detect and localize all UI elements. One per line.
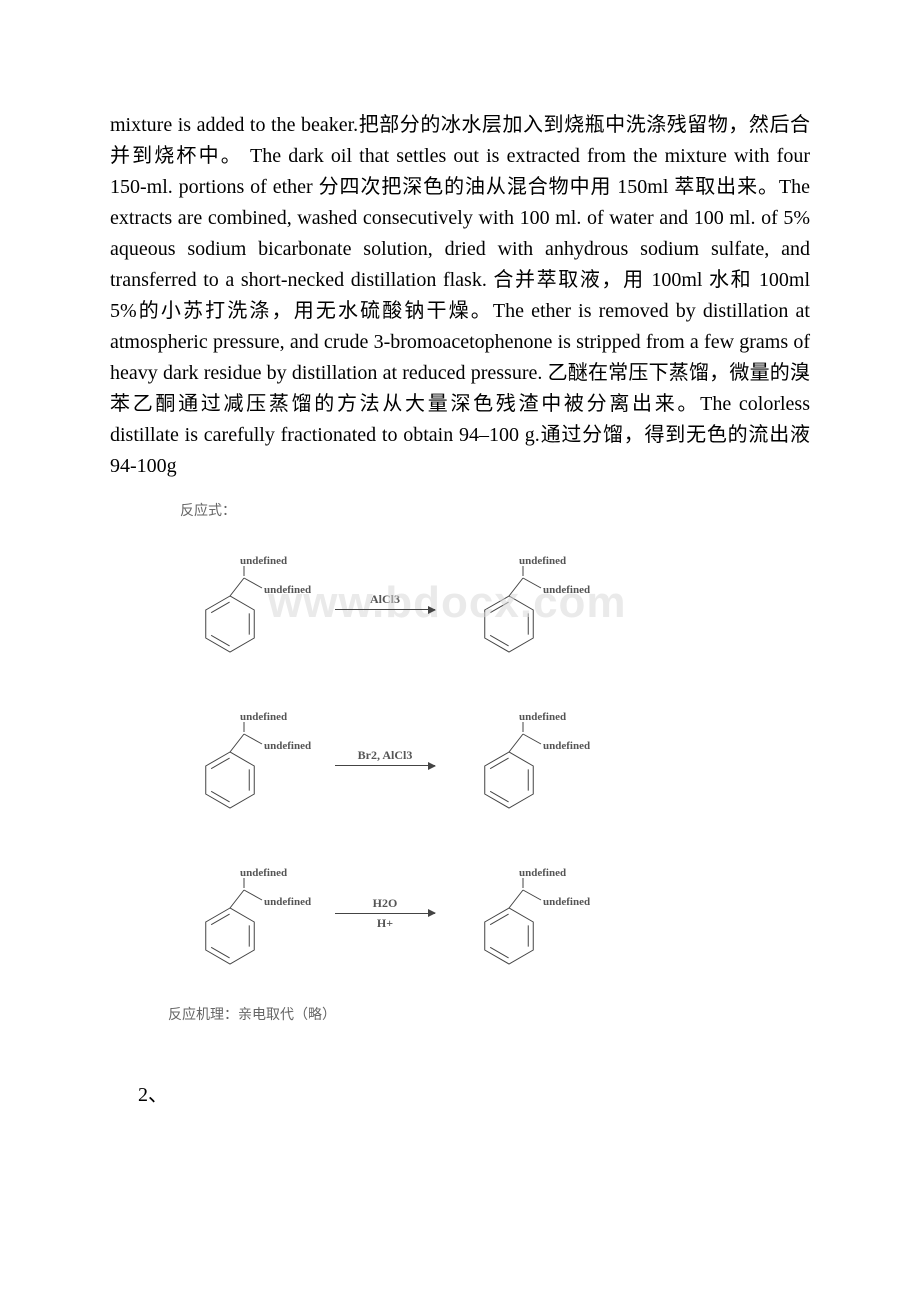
svg-text:undefined: undefined (543, 584, 590, 596)
svg-text:undefined: undefined (240, 555, 287, 567)
reaction-scheme: 反应式： www.bdocx.com undefinedundefined Al… (168, 500, 678, 978)
arrow-line-icon (335, 609, 435, 610)
arrow-top-label: AlCl3 (370, 592, 400, 607)
svg-text:undefined: undefined (519, 867, 566, 879)
arrow-line-icon (335, 765, 435, 766)
reaction-arrow: Br2, AlCl3 (335, 748, 435, 766)
procedure-paragraph: mixture is added to the beaker.把部分的冰水层加入… (110, 110, 810, 482)
svg-text:undefined: undefined (240, 867, 287, 879)
reaction-row: undefined undefined Br2, AlCl3 undefined u… (168, 692, 678, 822)
mechanism-note: 反应机理：亲电取代（略） (168, 1004, 810, 1024)
reaction-rows: undefinedundefined AlCl3 undefinedundefi… (168, 536, 678, 978)
arrow-line-icon (335, 913, 435, 914)
svg-text:undefined: undefined (543, 896, 590, 908)
svg-text:undefined: undefined (240, 711, 287, 723)
svg-text:undefined: undefined (264, 896, 311, 908)
item-number-2: 2、 (138, 1078, 810, 1107)
scheme-title: 反应式： (180, 500, 678, 520)
svg-text:undefined: undefined (264, 584, 311, 596)
reaction-row: undefined undefined AlCl3 undefined undefi… (168, 536, 678, 666)
svg-text:undefined: undefined (264, 740, 311, 752)
svg-text:undefined: undefined (543, 740, 590, 752)
arrow-bottom-label: H+ (377, 916, 393, 931)
reaction-arrow: AlCl3 (335, 592, 435, 610)
reaction-arrow: H2O H+ (335, 896, 435, 931)
reaction-row: undefined undefined H2O H+ undefined undef… (168, 848, 678, 978)
svg-text:undefined: undefined (519, 711, 566, 723)
svg-text:undefined: undefined (519, 555, 566, 567)
arrow-top-label: H2O (373, 896, 398, 911)
arrow-top-label: Br2, AlCl3 (358, 748, 413, 763)
